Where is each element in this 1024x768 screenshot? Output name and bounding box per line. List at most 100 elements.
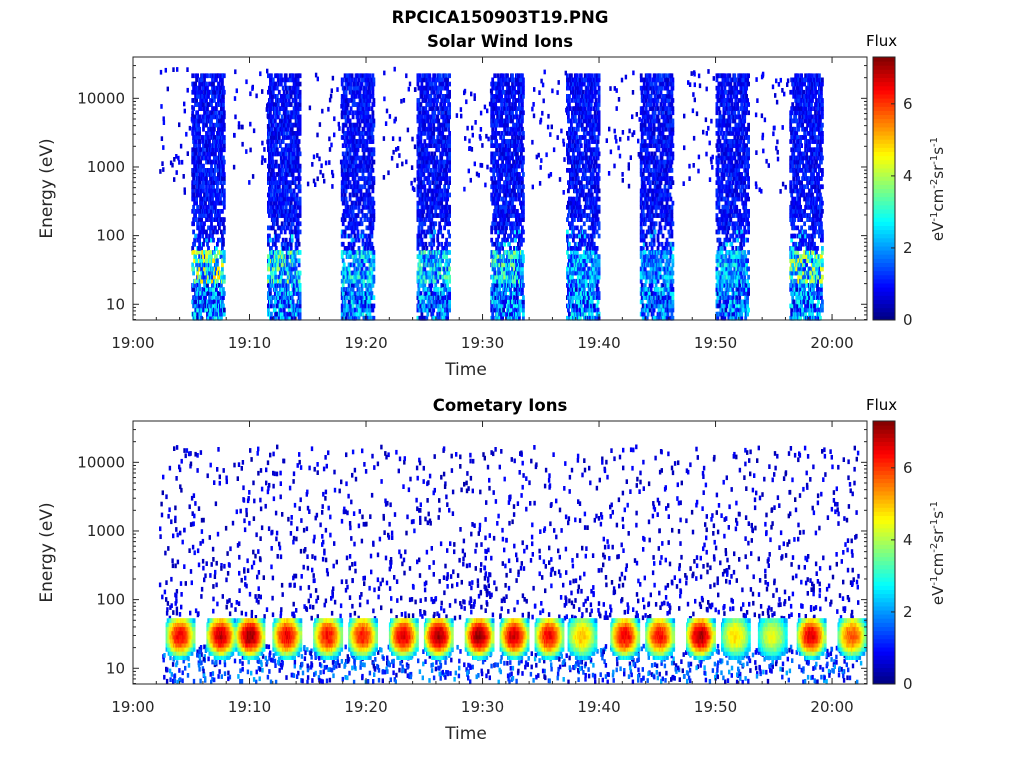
heatmap-cell — [206, 131, 209, 136]
heatmap-cell — [287, 127, 290, 132]
heatmap-cell — [423, 123, 426, 128]
heatmap-cell — [193, 115, 196, 120]
heatmap-cell — [342, 129, 344, 134]
heatmap-cell — [448, 304, 451, 309]
heatmap-cell — [272, 78, 275, 83]
heatmap-cell — [356, 312, 359, 317]
heatmap-cell — [267, 205, 270, 210]
heatmap-cell — [498, 271, 501, 276]
heatmap-cell — [295, 258, 298, 263]
heatmap-cell — [373, 275, 376, 280]
heatmap-cell — [220, 230, 223, 235]
heatmap-cell — [441, 275, 444, 280]
heatmap-cell — [363, 279, 366, 284]
heatmap-cell — [213, 275, 216, 280]
heatmap-cell — [202, 147, 205, 152]
heatmap-cell — [490, 193, 493, 198]
heatmap-cell — [396, 163, 398, 168]
heatmap-cell — [353, 193, 356, 198]
heatmap-cell — [500, 102, 503, 107]
heatmap-cell — [195, 172, 198, 177]
heatmap-cell — [223, 258, 226, 263]
heatmap-cell — [439, 254, 442, 259]
heatmap-cell — [371, 242, 374, 247]
heatmap-cell — [295, 209, 298, 214]
heatmap-cell — [192, 205, 195, 210]
heatmap-cell — [205, 82, 208, 87]
heatmap-cell — [223, 254, 226, 259]
heatmap-cell — [170, 161, 172, 166]
heatmap-cell — [205, 176, 208, 181]
heatmap-cell — [448, 291, 451, 296]
heatmap-cell — [373, 78, 376, 83]
heatmap-cell — [429, 295, 432, 300]
heatmap-cell — [223, 115, 226, 120]
heatmap-cell — [267, 135, 270, 140]
heatmap-cell — [351, 291, 354, 296]
heatmap-cell — [434, 271, 437, 276]
heatmap-cell — [341, 113, 343, 118]
heatmap-cell — [212, 131, 215, 136]
heatmap-cell — [249, 91, 251, 96]
heatmap-cell — [368, 189, 371, 194]
heatmap-cell — [331, 184, 333, 189]
heatmap-cell — [221, 131, 224, 136]
heatmap-cell — [436, 279, 439, 284]
heatmap-cell — [287, 283, 290, 288]
heatmap-cell — [419, 263, 422, 268]
heatmap-cell — [494, 230, 497, 235]
heatmap-cell — [291, 295, 294, 300]
heatmap-cell — [315, 73, 317, 78]
heatmap-cell — [277, 300, 280, 305]
heatmap-cell — [361, 209, 364, 214]
heatmap-cell — [438, 73, 441, 78]
heatmap-cell — [223, 176, 226, 181]
heatmap-cell — [307, 182, 309, 187]
heatmap-cell — [446, 189, 449, 194]
heatmap-cell — [272, 226, 275, 231]
heatmap-cell — [499, 135, 502, 140]
heatmap-cell — [277, 115, 280, 120]
heatmap-cell — [420, 291, 423, 296]
heatmap-cell — [273, 172, 276, 177]
heatmap-cell — [160, 70, 162, 75]
heatmap-cell — [299, 209, 302, 214]
heatmap-cell — [354, 291, 357, 296]
heatmap-cell — [272, 123, 275, 128]
heatmap-cell — [433, 230, 436, 235]
heatmap-cell — [366, 139, 369, 144]
heatmap-cell — [340, 104, 342, 109]
heatmap-cell — [440, 78, 443, 83]
heatmap-cell — [498, 193, 501, 198]
heatmap-cell — [355, 238, 358, 243]
heatmap-cell — [373, 267, 376, 272]
heatmap-cell — [223, 90, 226, 95]
heatmap-cell — [357, 115, 360, 120]
heatmap-cell — [441, 258, 444, 263]
heatmap-cell — [271, 275, 274, 280]
heatmap-cell — [363, 127, 366, 132]
heatmap-cell — [371, 106, 374, 111]
heatmap-cell — [233, 165, 235, 170]
heatmap-cell — [194, 152, 197, 157]
heatmap-cell — [447, 263, 450, 268]
heatmap-cell — [261, 155, 263, 160]
heatmap-cell — [361, 287, 364, 292]
heatmap-cell — [418, 230, 421, 235]
heatmap-cell — [405, 160, 407, 165]
heatmap-cell — [205, 230, 208, 235]
heatmap-cell — [420, 234, 423, 239]
heatmap-cell — [431, 193, 434, 198]
heatmap-cell — [369, 115, 372, 120]
heatmap-cell — [408, 87, 410, 92]
heatmap-cell — [270, 300, 273, 305]
heatmap-cell — [495, 189, 498, 194]
heatmap-cell — [282, 205, 285, 210]
heatmap-cell — [299, 250, 302, 255]
heatmap-cell — [297, 86, 300, 91]
heatmap-cell — [296, 193, 299, 198]
heatmap-cell — [281, 172, 284, 177]
heatmap-cell — [421, 94, 424, 99]
heatmap-cell — [373, 160, 376, 165]
heatmap-cell — [350, 275, 353, 280]
